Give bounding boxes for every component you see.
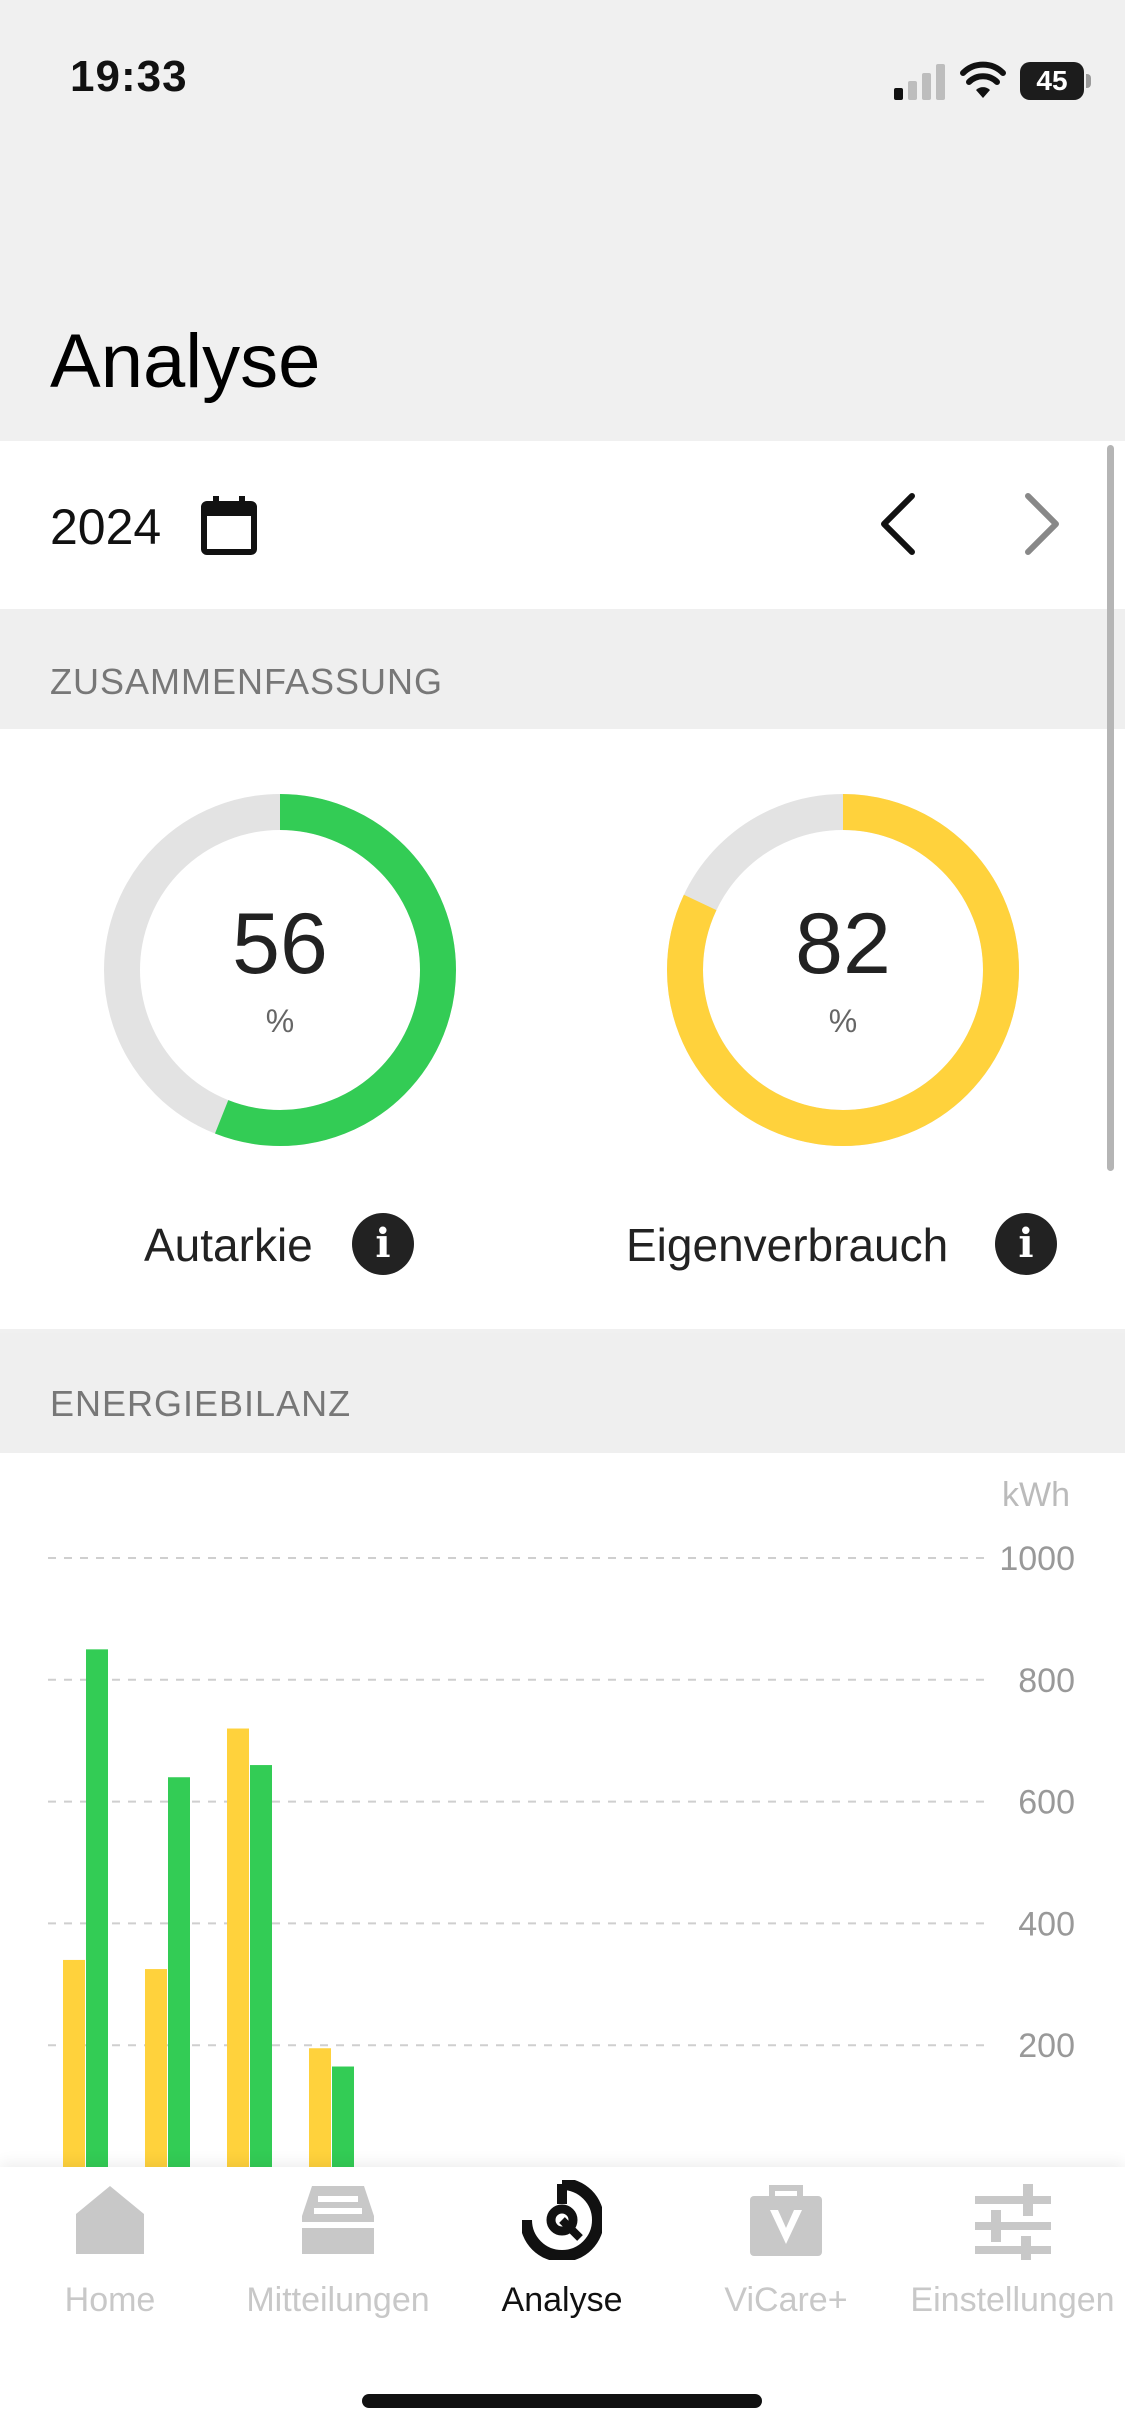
bar-green (86, 1649, 108, 2167)
y-tick-label: 600 (1018, 1784, 1075, 1822)
chart-unit-label: kWh (1002, 1476, 1070, 1514)
status-time: 19:33 (70, 52, 188, 101)
autarkie-info-icon[interactable]: i (352, 1213, 414, 1275)
eigenverbrauch-unit: % (828, 1003, 858, 1039)
autarkie-label: Autarkie (144, 1219, 313, 1271)
y-tick-label: 400 (1018, 1905, 1075, 1943)
tab-analyse[interactable]: Analyse (482, 2178, 642, 2320)
y-tick-label: 200 (1018, 2027, 1075, 2065)
next-period-button[interactable] (1008, 488, 1072, 560)
inbox-icon (302, 2186, 374, 2254)
vicare-bag-icon (750, 2185, 822, 2256)
previous-period-button[interactable] (868, 488, 932, 560)
battery-icon: 45 (1020, 62, 1092, 100)
page-title: Analyse (50, 319, 321, 404)
date-selector-row (0, 441, 1125, 609)
autarkie-unit: % (265, 1003, 295, 1039)
bar-yellow (227, 1728, 249, 2167)
signal-icon (894, 64, 945, 100)
tab-mitteilungen[interactable]: Mitteilungen (228, 2180, 448, 2320)
calendar-icon[interactable] (200, 494, 258, 556)
summary-section-label: ZUSAMMENFASSUNG (50, 661, 444, 702)
tab-label-einstellungen: Einstellungen (910, 2281, 1115, 2319)
eigenverbrauch-ring (667, 794, 1019, 1146)
scrollbar[interactable] (1107, 445, 1114, 1171)
tab-label-vicare: ViCare+ (724, 2281, 848, 2319)
energy-section-header (0, 1333, 1125, 1453)
autarkie-ring (104, 794, 456, 1146)
tab-label-analyse: Analyse (501, 2281, 623, 2319)
bar-yellow (63, 1959, 85, 2167)
eigenverbrauch-info-icon[interactable]: i (995, 1213, 1057, 1275)
bar-green (250, 1765, 272, 2167)
year-label[interactable]: 2024 (50, 499, 162, 555)
wifi-icon (960, 61, 1006, 98)
sliders-icon (974, 2184, 1051, 2260)
bar-green (168, 1777, 190, 2167)
energy-section-label: ENERGIEBILANZ (50, 1383, 352, 1424)
autarkie-value: 56 (232, 896, 328, 992)
tab-home[interactable]: Home (40, 2180, 180, 2320)
battery-level: 45 (1036, 65, 1068, 96)
bar-green (332, 2066, 354, 2167)
eigenverbrauch-label: Eigenverbrauch (626, 1219, 949, 1271)
tab-einstellungen[interactable]: Einstellungen (905, 2180, 1120, 2320)
bar-yellow (145, 1969, 167, 2167)
y-tick-label: 1000 (999, 1540, 1075, 1578)
eigenverbrauch-value: 82 (795, 896, 891, 992)
tab-vicare[interactable]: ViCare+ (706, 2180, 866, 2320)
analysis-icon (520, 2178, 604, 2262)
summary-section-header (0, 609, 1125, 729)
autarkie-ring-progress (104, 794, 456, 1146)
home-indicator (362, 2394, 762, 2408)
bar-yellow (309, 2048, 331, 2167)
home-icon (76, 2186, 144, 2254)
energy-bar-chart: 200 400 600 800 1000 (48, 1540, 1075, 2167)
eigenverbrauch-ring-progress (667, 794, 1019, 1146)
tab-label-mitteilungen: Mitteilungen (246, 2281, 430, 2319)
y-tick-label: 800 (1018, 1662, 1075, 1700)
tab-label-home: Home (64, 2281, 156, 2319)
